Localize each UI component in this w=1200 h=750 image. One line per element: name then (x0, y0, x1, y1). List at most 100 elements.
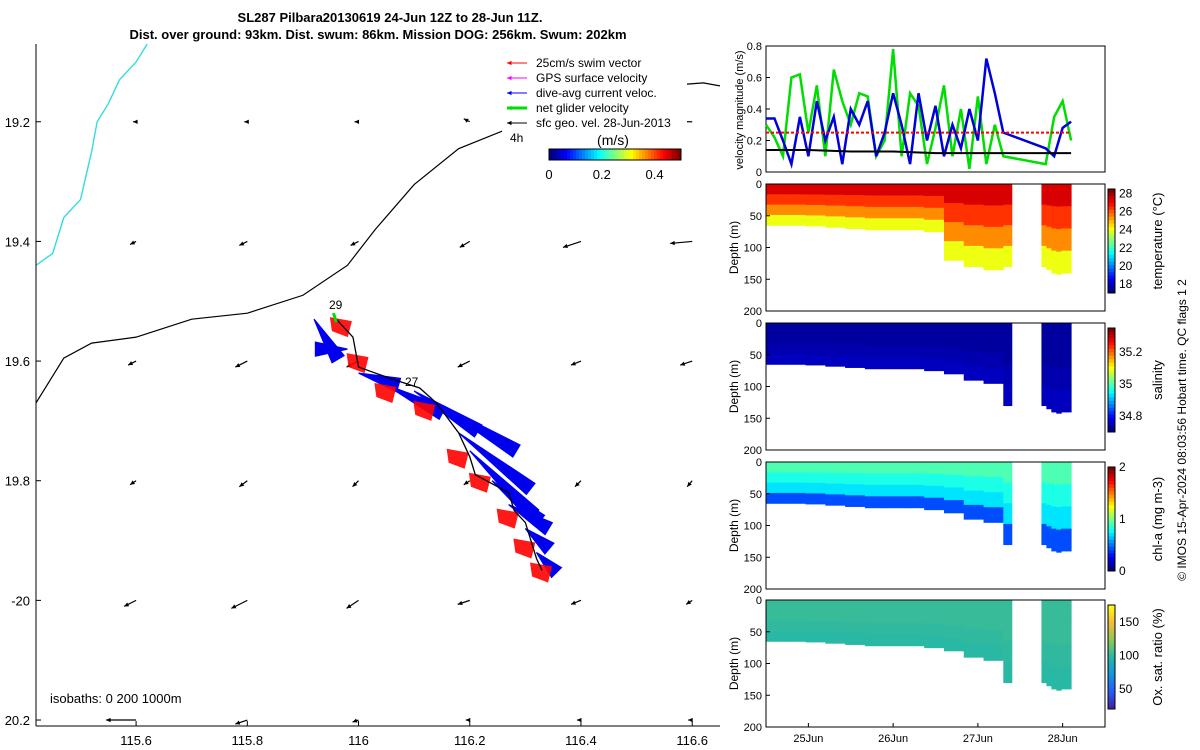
swim-vector (468, 472, 491, 493)
temperature-depth-tick-label: 0 (756, 179, 762, 191)
salinity-cell (1051, 389, 1057, 413)
temperature-ylabel: Depth (m) (727, 221, 741, 274)
salinity-cell (904, 357, 925, 370)
oxygen-cell (864, 634, 886, 647)
temperature-cbar-label: temperature (°C) (1150, 193, 1165, 290)
salinity-cell (805, 343, 826, 355)
temperature-cell (1041, 204, 1047, 226)
chla-cell (785, 492, 807, 504)
oxygen-cell (1046, 621, 1052, 644)
chla-depth-tick-label: 0 (756, 457, 762, 469)
oxygen-cell (1066, 622, 1072, 645)
swim-vector (329, 317, 352, 338)
oxygen-cbar-cell (1108, 629, 1115, 634)
chla-cell (1066, 484, 1072, 507)
chla-cell (766, 492, 787, 504)
colorbar-cell (663, 149, 667, 160)
legend-box (502, 53, 687, 148)
oxygen-cell (1056, 667, 1062, 691)
chla-cell (1061, 462, 1067, 485)
temperature-depth-tick-label: 100 (744, 243, 762, 255)
colorbar-frame (548, 148, 682, 161)
temperature-cell (1007, 245, 1013, 268)
chla-cell (924, 485, 945, 499)
salinity-cell (1061, 323, 1067, 346)
chla-cell (1056, 484, 1062, 508)
oxygen-cell (884, 600, 905, 612)
current-vector (436, 402, 521, 458)
temperature-cell (904, 184, 925, 196)
isobaths-label: isobaths: 0 200 1000m (50, 691, 182, 706)
colorbar-cell (570, 149, 574, 160)
chla-cbar-cell (1108, 467, 1115, 471)
temperature-cell (766, 194, 787, 206)
oxygen-cell (943, 612, 965, 626)
time-tick-label: 27Jun (963, 733, 993, 745)
chla-cell (1007, 482, 1013, 504)
legend-swatch (507, 105, 527, 111)
oxygen-cell (904, 611, 925, 624)
salinity-cell (924, 346, 945, 360)
salinity-cbar-cell (1108, 411, 1115, 416)
salinity-cell (983, 323, 1004, 339)
salinity-cell (1041, 364, 1047, 386)
oxygen-cell (1066, 600, 1072, 623)
temperature-cell (1051, 184, 1057, 207)
salinity-cell (904, 345, 925, 358)
salinity-cell (864, 345, 886, 358)
temperature-cell (785, 194, 807, 206)
salinity-cbar-tick-label: 35 (1119, 377, 1133, 391)
oxygen-cbar-cell (1108, 670, 1115, 675)
temperature-cell (1051, 206, 1057, 229)
temperature-cell (1066, 184, 1072, 207)
chla-cell (924, 473, 945, 487)
velocity-series (764, 49, 1073, 170)
oxygen-cbar-cell (1108, 667, 1115, 672)
oxygen-cell (1041, 620, 1047, 642)
salinity-cell (963, 337, 985, 353)
salinity-cbar-cell (1108, 348, 1115, 353)
temperature-cell (1003, 184, 1009, 206)
chla-cell (1066, 506, 1072, 530)
salinity-cell (963, 351, 985, 367)
salinity-cell (924, 334, 945, 348)
oxygen-cbar-label: Ox. sat. ratio (%) (1150, 608, 1165, 706)
geo-vector (346, 599, 359, 609)
temperature-cell (1046, 205, 1052, 228)
chla-cell (1007, 462, 1013, 484)
oxygen-cell (1003, 661, 1009, 684)
oxygen-cell (1066, 666, 1072, 690)
salinity-cell (1066, 345, 1072, 368)
salinity-cell (864, 357, 886, 370)
colorbar-cell (600, 149, 604, 160)
temperature-cell (1066, 250, 1072, 274)
colorbar-cell (597, 149, 601, 160)
colorbar-cell (669, 149, 673, 160)
salinity-cbar-cell (1108, 345, 1115, 350)
chla-cbar-cell (1108, 512, 1115, 517)
chla-cell (1051, 462, 1057, 485)
temperature-cell (1061, 250, 1067, 274)
velocity-series (766, 148, 1072, 155)
oxygen-cell (943, 625, 965, 639)
chla-cbar-cell (1108, 494, 1115, 499)
map-ytick-label: -20 (11, 593, 30, 608)
chla-cell (884, 462, 905, 474)
geo-vector (465, 717, 471, 723)
net-velocity-marker (332, 312, 338, 323)
colorbar-cell (603, 149, 607, 160)
oxygen-ylabel: Depth (m) (727, 637, 741, 690)
map-xtick-label: 116.4 (565, 733, 597, 748)
chla-cbar-cell (1108, 491, 1115, 496)
temperature-cbar-tick-label: 22 (1119, 241, 1133, 255)
salinity-cbar-tick-label: 35.2 (1119, 345, 1143, 359)
salinity-cell (1051, 345, 1057, 368)
colorbar-cell (642, 149, 646, 160)
temperature-cell (785, 204, 807, 216)
oxygen-cell (1066, 644, 1072, 668)
temperature-cell (766, 204, 787, 216)
salinity-cell (766, 333, 787, 345)
temperature-cell (1007, 204, 1013, 226)
